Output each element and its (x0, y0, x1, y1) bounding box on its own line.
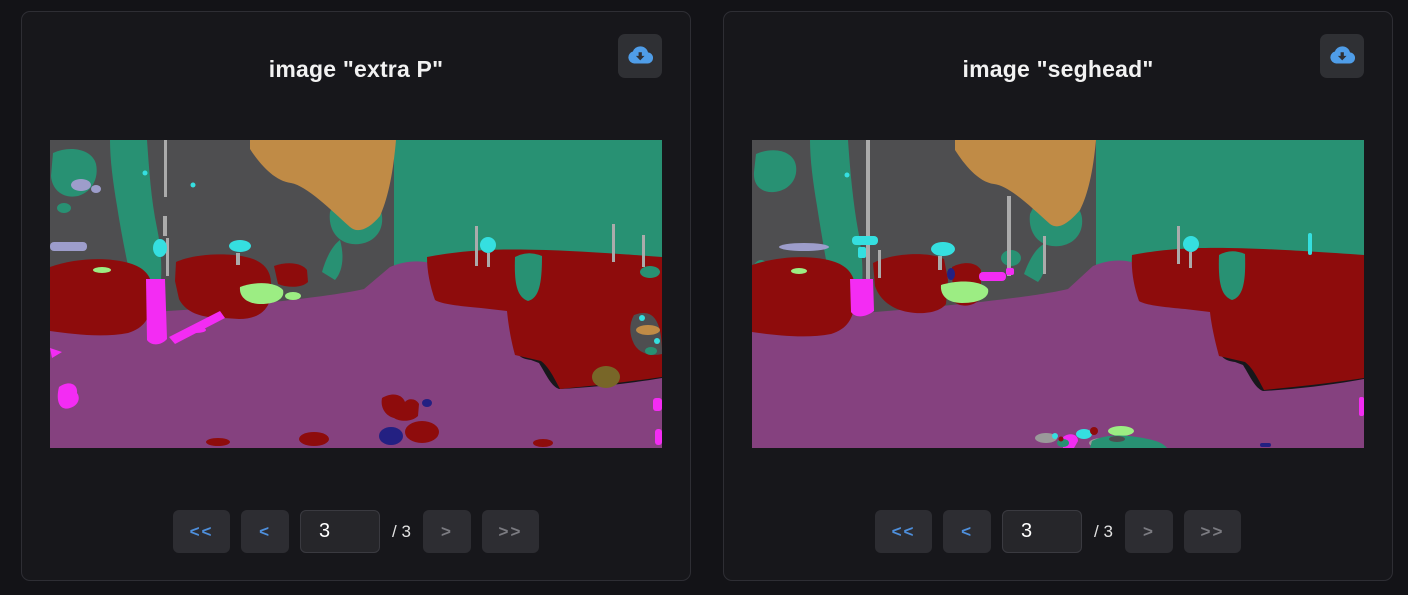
terrain-region (250, 140, 396, 231)
pole-flecks (163, 140, 645, 276)
next-page-button[interactable]: > (1124, 510, 1173, 553)
image-panel-seghead: image "seghead" (723, 11, 1393, 581)
traffic-light-flecks (844, 172, 1312, 258)
road-region (752, 260, 1364, 448)
cloud-download-icon (1329, 42, 1356, 71)
magenta-flecks (850, 268, 1364, 448)
segmentation-image (50, 140, 662, 448)
pagination: << < / 3 > >> (724, 510, 1392, 553)
page-input[interactable] (300, 510, 381, 553)
image-panel-extra-p: image "extra P" (21, 11, 691, 581)
prev-page-button[interactable]: < (241, 510, 290, 553)
lavender-flecks (779, 243, 829, 251)
pagination: << < / 3 > >> (22, 510, 690, 553)
vehicle-region (50, 249, 662, 447)
vegetation-notch (1218, 251, 1246, 300)
olive-fleck (592, 366, 620, 388)
road-region (50, 261, 662, 448)
panel-title: image "extra P" (268, 56, 444, 82)
prev-page-button[interactable]: < (943, 510, 992, 553)
pale-green-flecks (93, 267, 301, 304)
first-page-button[interactable]: << (173, 510, 231, 553)
segmentation-image (752, 140, 1364, 448)
vegetation-notch (514, 253, 660, 301)
first-page-button[interactable]: << (875, 510, 933, 553)
last-page-button[interactable]: >> (481, 510, 539, 553)
terrain-region (955, 140, 1096, 227)
pale-green-flecks (791, 268, 1134, 436)
navy-flecks (947, 268, 1271, 447)
right-detail-cluster (630, 313, 662, 355)
page-total: / 3 (1094, 521, 1113, 541)
traffic-light-flecks (142, 170, 496, 257)
pole-flecks (866, 140, 1192, 288)
page-input[interactable] (1002, 510, 1083, 553)
cloud-download-icon (627, 42, 654, 71)
next-page-button[interactable]: > (422, 510, 471, 553)
panel-title: image "seghead" (962, 56, 1154, 82)
lavender-flecks (50, 179, 101, 251)
page-total: / 3 (392, 521, 411, 541)
bottom-noise-cluster (1035, 427, 1167, 448)
download-button[interactable] (1320, 34, 1364, 78)
magenta-flecks (50, 279, 662, 445)
download-button[interactable] (618, 34, 662, 78)
last-page-button[interactable]: >> (1183, 510, 1241, 553)
navy-flecks (379, 399, 432, 445)
